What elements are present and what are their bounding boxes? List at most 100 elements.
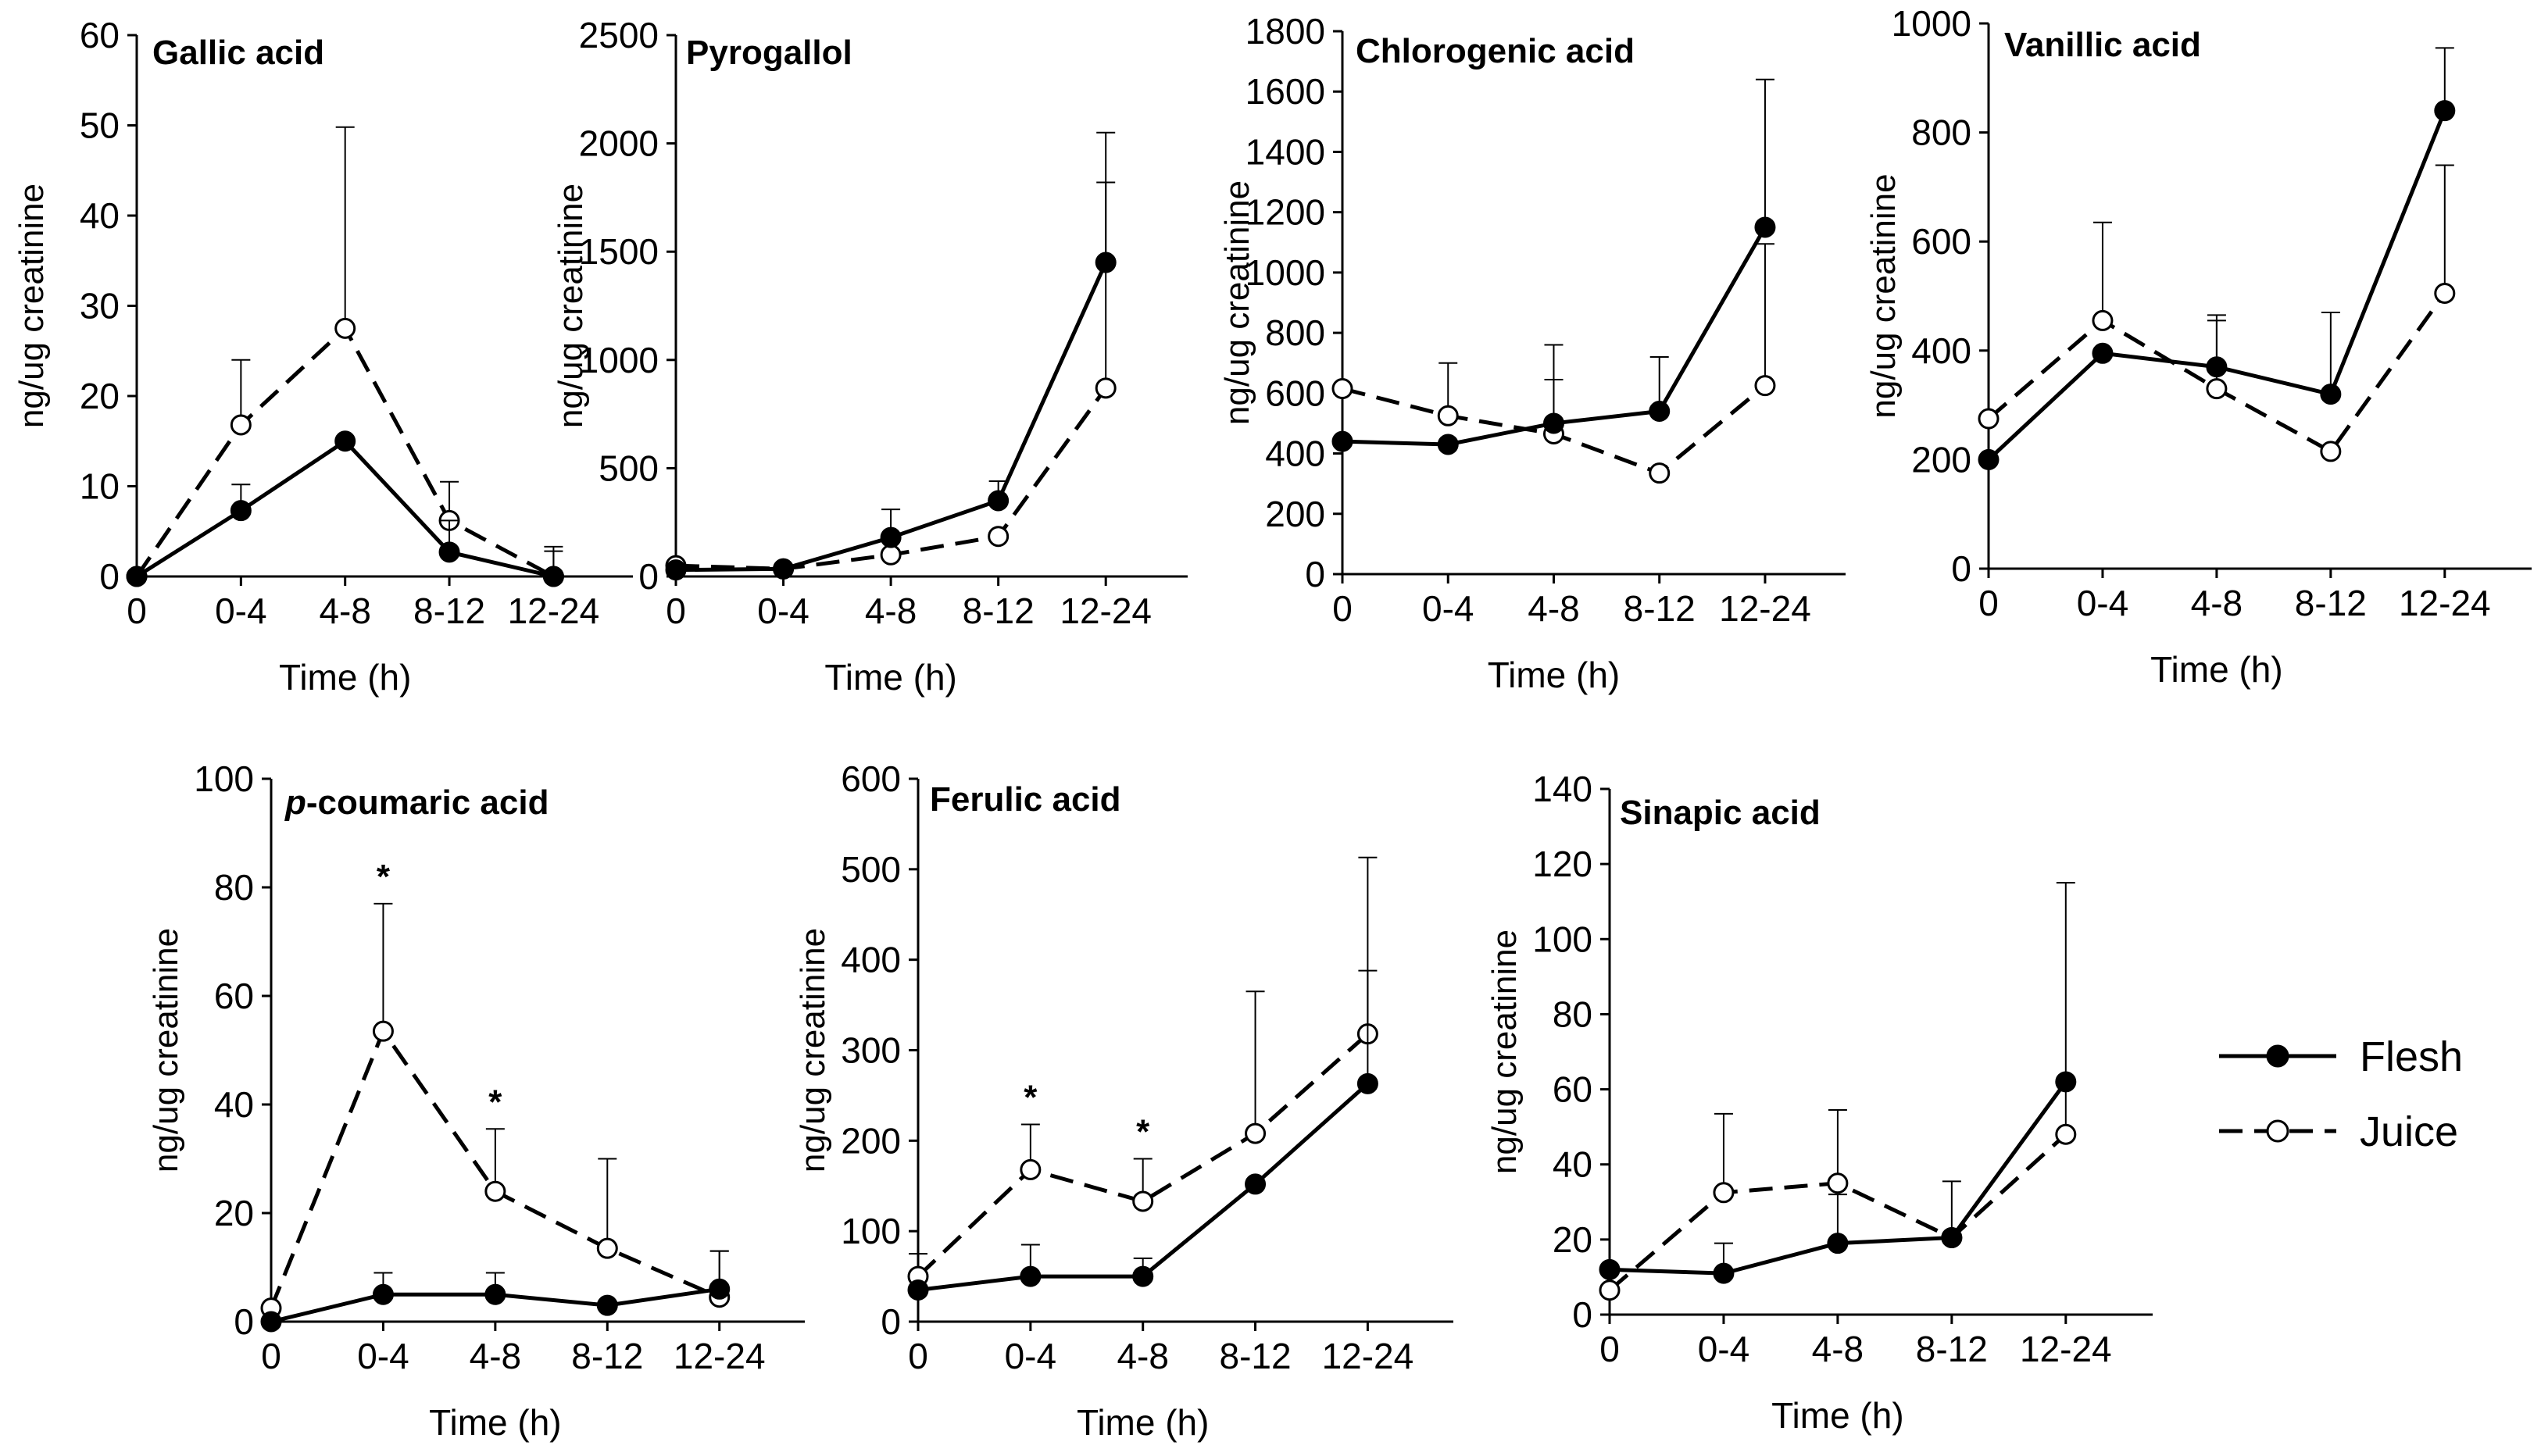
x-tick-label: 12-24 [1060, 591, 1152, 631]
significance-marker: * [377, 858, 391, 896]
x-tick-label: 4-8 [1117, 1336, 1168, 1376]
y-tick-label: 0 [1572, 1294, 1592, 1335]
y-tick-label: 400 [841, 940, 901, 980]
y-tick-label: 60 [214, 976, 254, 1016]
x-tick-label: 8-12 [1624, 588, 1696, 629]
y-tick-label: 800 [1911, 112, 1971, 153]
y-tick-label: 1200 [1245, 192, 1325, 233]
juice-point [1132, 1190, 1154, 1212]
x-tick-label: 8-12 [963, 591, 1035, 631]
juice-point [1713, 1182, 1735, 1204]
y-tick-label: 0 [881, 1301, 901, 1342]
flesh-series-line [135, 438, 554, 579]
x-tick-label: 0 [127, 591, 147, 631]
juice-point [1649, 462, 1671, 484]
x-axis-title: Time (h) [279, 657, 412, 698]
flesh-point [907, 1279, 929, 1301]
juice-point [1827, 1172, 1849, 1194]
juice-point [1437, 405, 1459, 426]
panel-title: Sinapic acid [1620, 794, 1821, 832]
x-tick-label: 12-24 [2020, 1329, 2112, 1369]
flesh-point [438, 541, 460, 563]
y-tick-label: 120 [1532, 844, 1592, 884]
x-tick-label: 0-4 [215, 591, 266, 631]
x-tick-label: 4-8 [865, 591, 917, 631]
x-tick-label: 4-8 [470, 1336, 521, 1376]
x-tick-label: 0-4 [2077, 583, 2128, 623]
y-tick-label: 1000 [579, 340, 659, 380]
x-axis-title: Time (h) [1488, 655, 1621, 695]
y-tick-label: 40 [80, 195, 120, 236]
juice-point [230, 414, 252, 436]
flesh-point [334, 430, 356, 452]
flesh-series-line [1987, 109, 2447, 462]
flesh-point [1754, 216, 1776, 238]
y-tick-label: 0 [234, 1301, 254, 1342]
flesh-point [1599, 1258, 1621, 1280]
x-tick-label: 8-12 [413, 591, 485, 631]
x-axis-title: Time (h) [1077, 1402, 1210, 1443]
flesh-point [260, 1311, 282, 1333]
y-axis-title: ng/ug creatinine [1864, 173, 1903, 418]
x-tick-label: 8-12 [1220, 1336, 1292, 1376]
juice-point [2092, 309, 2114, 331]
significance-marker: * [1024, 1078, 1038, 1116]
x-tick-label: 0 [908, 1336, 928, 1376]
panel-title: p-coumaric acid [284, 783, 549, 822]
x-tick-label: 12-24 [508, 591, 600, 631]
flesh-point [1941, 1226, 1963, 1248]
y-tick-label: 40 [1553, 1144, 1592, 1185]
x-tick-label: 0-4 [1422, 588, 1474, 629]
juice-point [988, 526, 1010, 548]
juice-point [1754, 375, 1776, 397]
flesh-point [880, 526, 902, 548]
y-tick-label: 1600 [1245, 71, 1325, 112]
panel-title: Chlorogenic acid [1356, 32, 1635, 70]
y-tick-label: 2000 [579, 123, 659, 164]
flesh-point [2434, 100, 2456, 122]
panel-title: Pyrogallol [686, 34, 852, 72]
x-tick-label: 8-12 [571, 1336, 643, 1376]
juice-point [1095, 377, 1117, 399]
chart-panel-4: 0 200 400 600 800 1000 0 0-4 4-8 8-12 12-24 Time (h… [1864, 3, 2532, 690]
y-axis-title: ng/ug creatinine [147, 928, 185, 1172]
flesh-point [665, 559, 687, 581]
x-tick-label: 0 [1599, 1329, 1620, 1369]
panel-title: Vanillic acid [2004, 26, 2201, 64]
chart-panel-7: 0 20 40 60 80 100 120 140 0 0-4 4-8 8-12 12-24 Time (… [1485, 769, 2153, 1436]
juice-point [372, 1020, 394, 1042]
significance-marker: * [1136, 1113, 1150, 1151]
juice-point [1599, 1279, 1621, 1301]
chart-panel-5: 0 20 40 60 80 100 0 0-4 4-8 8-12 12-24 Time (h) ng/u… [147, 758, 805, 1443]
y-tick-label: 2500 [579, 15, 659, 55]
legend: Flesh Juice [2219, 1033, 2463, 1155]
x-tick-label: 0 [261, 1336, 281, 1376]
flesh-point [1132, 1265, 1154, 1287]
y-tick-label: 50 [80, 105, 120, 146]
flesh-point [2206, 356, 2228, 378]
juice-point [2206, 378, 2228, 400]
y-tick-label: 1000 [1892, 3, 1971, 44]
y-tick-label: 0 [99, 556, 120, 597]
x-axis-title: Time (h) [429, 1402, 562, 1443]
y-tick-label: 600 [1265, 373, 1325, 413]
flesh-point [1020, 1265, 1042, 1287]
flesh-point [1542, 412, 1564, 434]
juice-point [2055, 1123, 2077, 1145]
x-tick-label: 0-4 [357, 1336, 409, 1376]
legend-flesh-label: Flesh [2360, 1033, 2463, 1080]
y-tick-label: 30 [80, 286, 120, 327]
flesh-point [1437, 434, 1459, 455]
y-tick-label: 140 [1532, 769, 1592, 809]
panel-title: Ferulic acid [930, 780, 1121, 819]
flesh-point [2320, 384, 2342, 405]
x-tick-label: 12-24 [674, 1336, 766, 1376]
flesh-point [709, 1278, 731, 1300]
x-tick-label: 0 [666, 591, 686, 631]
y-tick-label: 0 [1951, 548, 1971, 589]
x-tick-label: 0 [1978, 583, 1999, 623]
juice-point [1245, 1122, 1267, 1144]
chart-panel-2: 0 500 1000 1500 2000 2500 0 0-4 4-8 8-12 12-24 Time… [552, 15, 1188, 698]
flesh-point [1356, 1072, 1378, 1094]
